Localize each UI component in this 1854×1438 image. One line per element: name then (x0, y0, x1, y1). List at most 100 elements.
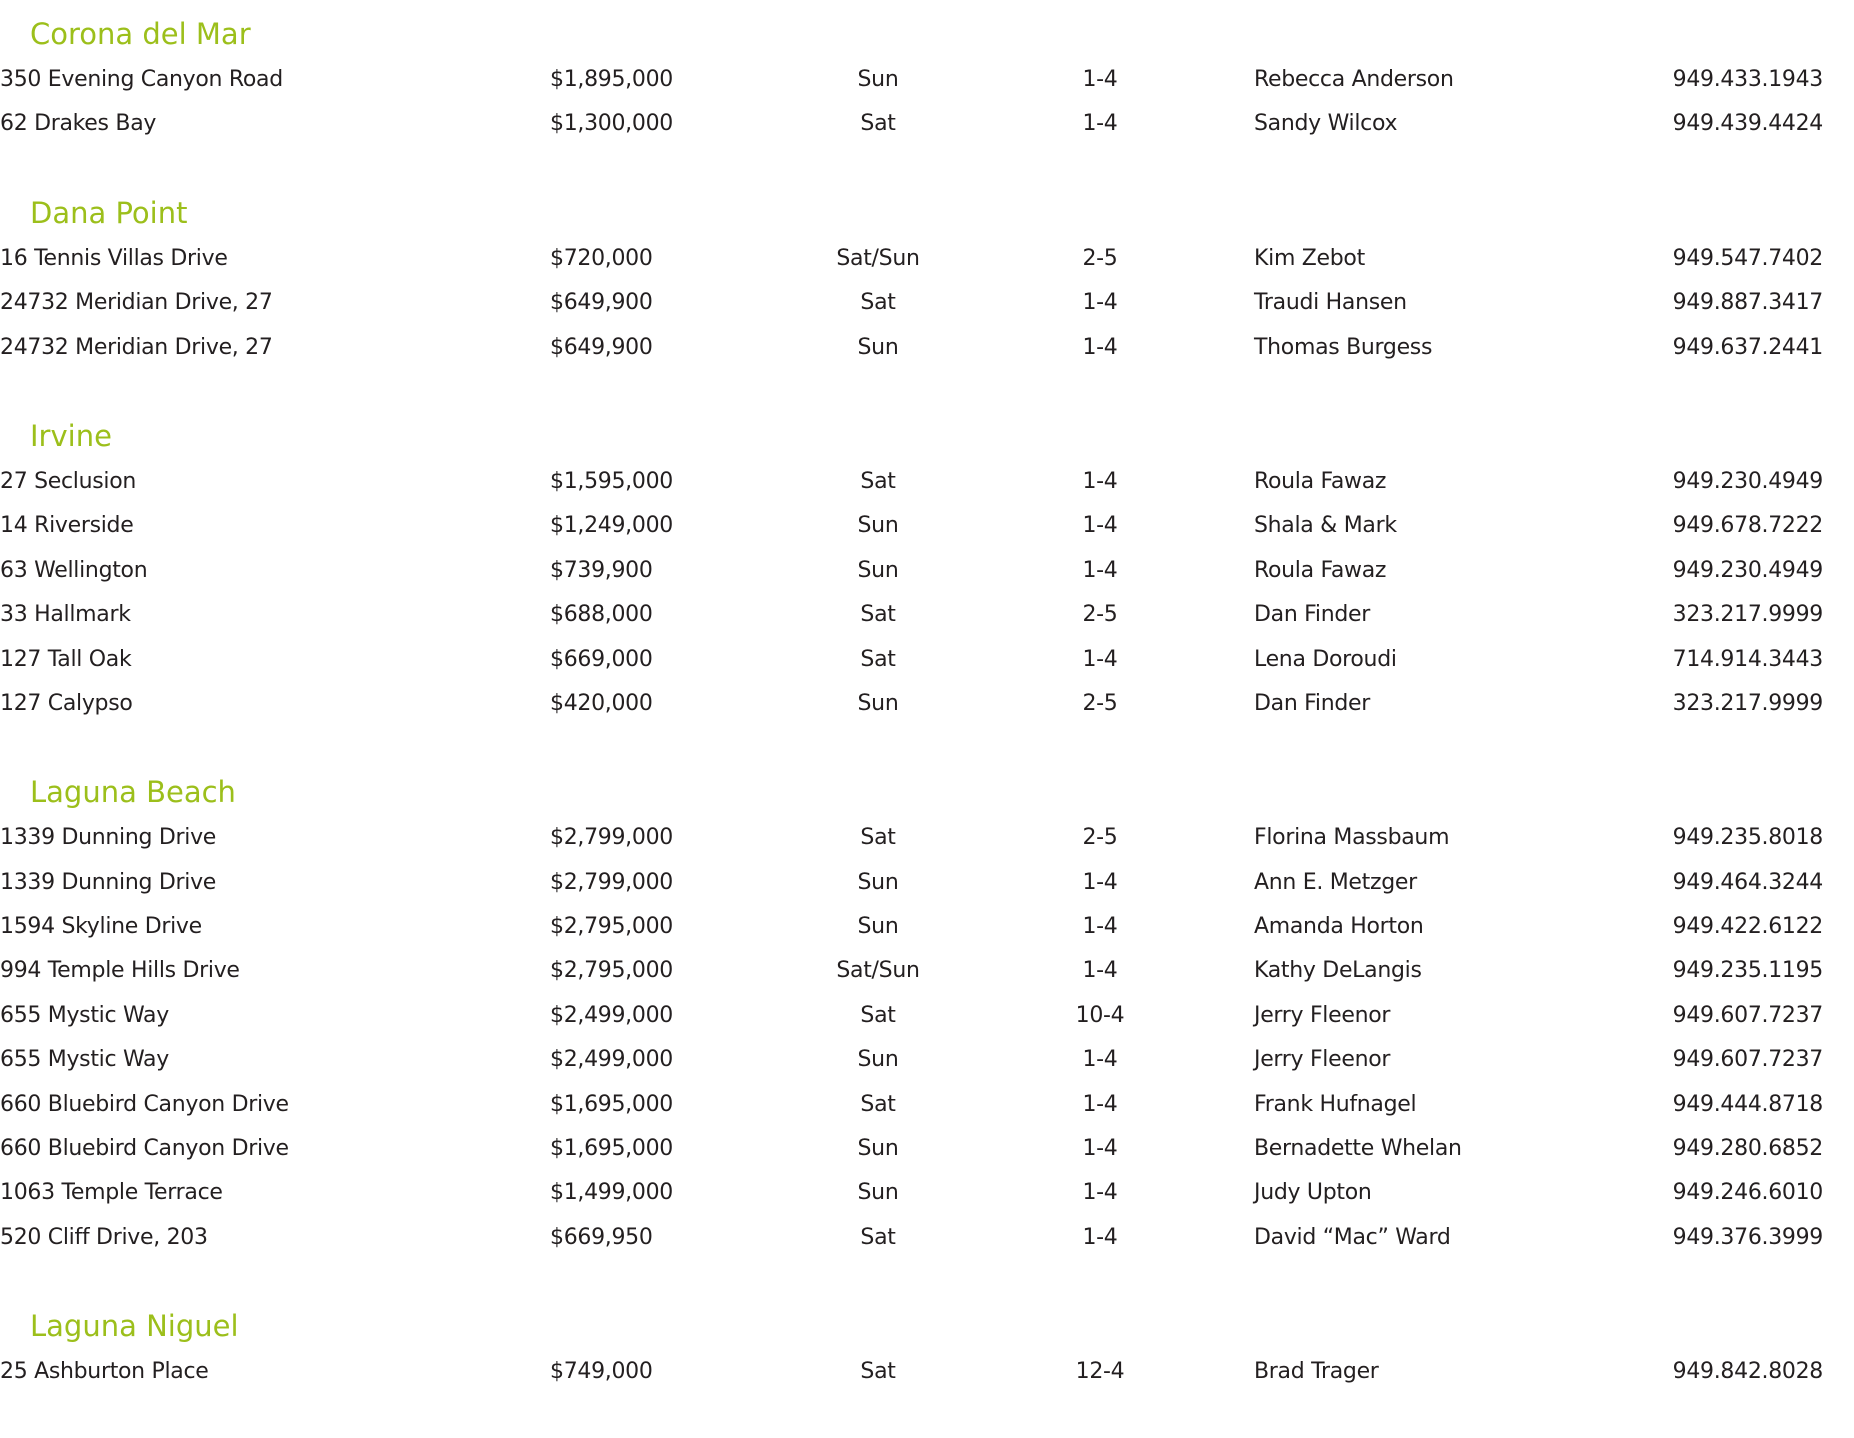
listing-agent: Jerry Fleenor (1254, 1002, 1391, 1028)
listing-row: 33 Hallmark $688,000 Sat 2-5 Dan Finder 323.2… (0, 593, 1854, 637)
listing-address: 660 Bluebird Canyon Drive (0, 1136, 289, 1162)
listing-time: 2-5 (1082, 690, 1118, 716)
listing-row: 25 Ashburton Place $749,000 Sat 12-4 Brad Tr… (0, 1350, 1854, 1394)
listing-phone: 949.280.6852 (1672, 1136, 1824, 1162)
listing-day: Sat (860, 111, 896, 137)
listing-agent: Jerry Fleenor (1254, 1047, 1391, 1073)
listing-time: 1-4 (1082, 513, 1118, 539)
listing-day: Sat (860, 1002, 896, 1028)
listing-address: 24732 Meridian Drive, 27 (0, 290, 273, 316)
listing-price: $749,000 (550, 1359, 653, 1385)
listing-time: 1-4 (1082, 1136, 1118, 1162)
listing-row: 660 Bluebird Canyon Drive $1,695,000 Sun 1-… (0, 1127, 1854, 1171)
listing-agent: Bernadette Whelan (1254, 1136, 1462, 1162)
listing-row: 655 Mystic Way $2,499,000 Sun 1-4 Jerry Flee… (0, 1038, 1854, 1082)
listing-row: 16 Tennis Villas Drive $720,000 Sat/Sun 2-5… (0, 237, 1854, 281)
listing-address: 14 Riverside (0, 513, 134, 539)
listing-price: $688,000 (550, 602, 653, 628)
listing-phone: 714.914.3443 (1672, 646, 1824, 672)
listing-agent: Shala & Mark (1254, 513, 1397, 539)
listing-day: Sat (860, 825, 896, 851)
listing-day: Sat (860, 1091, 896, 1117)
city-heading: Laguna Beach (30, 775, 236, 810)
listing-address: 63 Wellington (0, 557, 148, 583)
listing-price: $720,000 (550, 245, 653, 271)
listing-row: 660 Bluebird Canyon Drive $1,695,000 Sat 1-… (0, 1083, 1854, 1127)
listing-address: 1339 Dunning Drive (0, 825, 217, 851)
listing-day: Sat (860, 290, 896, 316)
listing-day: Sat (860, 602, 896, 628)
listing-price: $669,000 (550, 646, 653, 672)
listing-phone: 949.433.1943 (1672, 67, 1824, 92)
listing-phone: 949.637.2441 (1672, 334, 1824, 360)
listing-day: Sun (857, 1136, 899, 1162)
listing-day: Sun (857, 557, 899, 583)
listing-price: $1,499,000 (550, 1180, 673, 1206)
listing-agent: Lena Doroudi (1254, 646, 1397, 672)
listing-price: $1,300,000 (550, 111, 673, 137)
listing-address: 25 Ashburton Place (0, 1359, 209, 1385)
listing-phone: 949.842.8028 (1672, 1359, 1824, 1385)
listing-price: $2,795,000 (550, 914, 673, 940)
listing-day: Sun (857, 67, 899, 92)
listing-row: 655 Mystic Way $2,499,000 Sat 10-4 Jerry Fle… (0, 994, 1854, 1038)
listing-phone: 949.444.8718 (1672, 1091, 1824, 1117)
listing-price: $420,000 (550, 690, 653, 716)
listing-agent: Kathy DeLangis (1254, 958, 1422, 984)
listing-price: $2,499,000 (550, 1002, 673, 1028)
listing-time: 1-4 (1082, 557, 1118, 583)
listing-time: 1-4 (1082, 646, 1118, 672)
listing-row: 127 Tall Oak $669,000 Sat 1-4 Lena Doroudi 71… (0, 638, 1854, 682)
listing-phone: 949.678.7222 (1672, 513, 1824, 539)
listing-address: 24732 Meridian Drive, 27 (0, 334, 273, 360)
listing-time: 1-4 (1082, 334, 1118, 360)
listing-price: $2,499,000 (550, 1047, 673, 1073)
listing-address: 62 Drakes Bay (0, 111, 157, 137)
listing-agent: Frank Hufnagel (1254, 1091, 1417, 1117)
city-heading: Irvine (30, 418, 112, 453)
listing-phone: 949.235.1195 (1672, 958, 1824, 984)
listing-address: 127 Calypso (0, 690, 133, 716)
listing-price: $739,900 (550, 557, 653, 583)
listing-phone: 949.607.7237 (1672, 1002, 1824, 1028)
listing-time: 1-4 (1082, 1091, 1118, 1117)
listing-time: 2-5 (1082, 825, 1118, 851)
listing-address: 127 Tall Oak (0, 646, 132, 672)
listing-time: 10-4 (1075, 1002, 1125, 1028)
listing-price: $649,900 (550, 290, 653, 316)
listing-agent: Traudi Hansen (1254, 290, 1407, 316)
listing-price: $2,799,000 (550, 825, 673, 851)
listing-day: Sat (860, 468, 896, 494)
listing-phone: 323.217.9999 (1672, 602, 1824, 628)
listing-row: 350 Evening Canyon Road $1,895,000 Sun 1-4 R… (0, 58, 1854, 102)
listing-phone: 949.235.8018 (1672, 825, 1824, 851)
listing-agent: Ann E. Metzger (1254, 869, 1417, 895)
listing-price: $1,249,000 (550, 513, 673, 539)
listing-agent: Florina Massbaum (1254, 825, 1450, 851)
listing-address: 27 Seclusion (0, 468, 137, 494)
listing-time: 1-4 (1082, 1047, 1118, 1073)
listing-time: 1-4 (1082, 67, 1118, 92)
listing-day: Sat/Sun (836, 245, 920, 271)
listing-row: 24732 Meridian Drive, 27 $649,900 Sun 1-4 Th… (0, 326, 1854, 370)
listing-address: 994 Temple Hills Drive (0, 958, 240, 984)
listing-day: Sat (860, 646, 896, 672)
listing-time: 1-4 (1082, 914, 1118, 940)
city-section: Irvine 27 Seclusion $1,595,000 Sat 1-4 Roula … (0, 413, 1854, 726)
listing-address: 520 Cliff Drive, 203 (0, 1224, 208, 1250)
city-section: Laguna Niguel 25 Ashburton Place $749,000 S… (0, 1303, 1854, 1394)
listing-phone: 949.376.3999 (1672, 1224, 1824, 1250)
listing-price: $1,695,000 (550, 1136, 673, 1162)
listing-day: Sun (857, 690, 899, 716)
listing-row: 27 Seclusion $1,595,000 Sat 1-4 Roula Fawaz 9… (0, 460, 1854, 504)
listing-agent: Roula Fawaz (1254, 468, 1387, 494)
listing-agent: Dan Finder (1254, 690, 1371, 716)
listing-row: 1339 Dunning Drive $2,799,000 Sun 1-4 Ann E.… (0, 861, 1854, 905)
listing-row: 24732 Meridian Drive, 27 $649,900 Sat 1-4 Tr… (0, 281, 1854, 325)
city-heading: Corona del Mar (30, 17, 251, 51)
listing-agent: Roula Fawaz (1254, 557, 1387, 583)
listing-time: 1-4 (1082, 111, 1118, 137)
listing-agent: Judy Upton (1254, 1180, 1372, 1206)
listing-agent: Kim Zebot (1254, 245, 1365, 271)
listing-phone: 949.464.3244 (1672, 869, 1824, 895)
